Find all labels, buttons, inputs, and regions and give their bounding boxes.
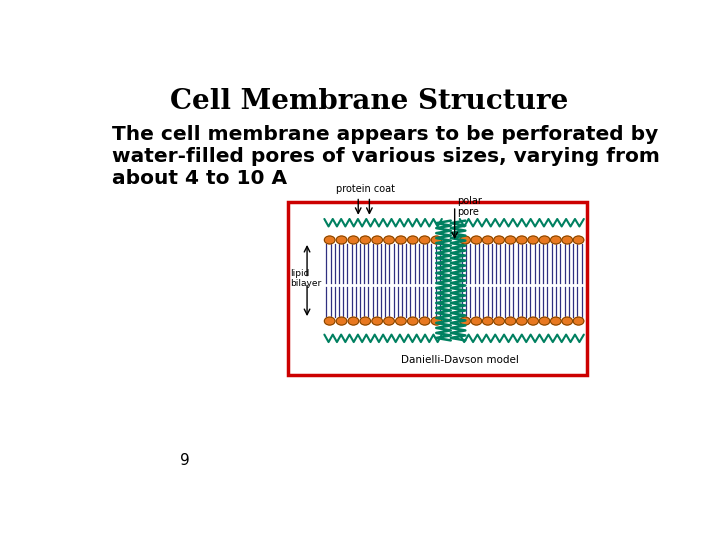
Circle shape [482,236,493,244]
Circle shape [419,317,430,325]
Circle shape [360,236,371,244]
Circle shape [573,236,584,244]
Text: polar
pore: polar pore [457,195,482,217]
Circle shape [395,236,406,244]
Circle shape [324,236,335,244]
Circle shape [471,236,482,244]
Bar [288,202,587,375]
Circle shape [395,317,406,325]
Text: lipid
bilayer: lipid bilayer [290,269,322,288]
Circle shape [494,317,505,325]
Text: Cell Membrane Structure: Cell Membrane Structure [170,87,568,114]
Circle shape [460,236,470,244]
Circle shape [384,317,395,325]
Circle shape [408,236,418,244]
Text: 9: 9 [180,453,190,468]
Circle shape [384,236,395,244]
Text: Danielli-Davson model: Danielli-Davson model [401,355,518,366]
Circle shape [408,317,418,325]
Circle shape [419,236,430,244]
Circle shape [539,236,550,244]
Circle shape [336,317,347,325]
Circle shape [551,317,561,325]
Circle shape [562,236,572,244]
Text: The cell membrane appears to be perforated by
water-filled pores of various size: The cell membrane appears to be perforat… [112,125,660,188]
Circle shape [551,236,561,244]
Circle shape [505,236,516,244]
Text: protein coat: protein coat [336,185,395,194]
Circle shape [562,317,572,325]
Circle shape [372,236,382,244]
Circle shape [516,236,527,244]
Circle shape [348,236,359,244]
Circle shape [505,317,516,325]
Circle shape [431,236,442,244]
Circle shape [573,317,584,325]
Circle shape [460,317,470,325]
Circle shape [539,317,550,325]
Circle shape [431,317,442,325]
Circle shape [494,236,505,244]
Circle shape [324,317,335,325]
Circle shape [348,317,359,325]
Circle shape [372,317,382,325]
Circle shape [336,236,347,244]
Circle shape [482,317,493,325]
Circle shape [528,236,539,244]
Circle shape [360,317,371,325]
Circle shape [528,317,539,325]
Circle shape [516,317,527,325]
Circle shape [471,317,482,325]
